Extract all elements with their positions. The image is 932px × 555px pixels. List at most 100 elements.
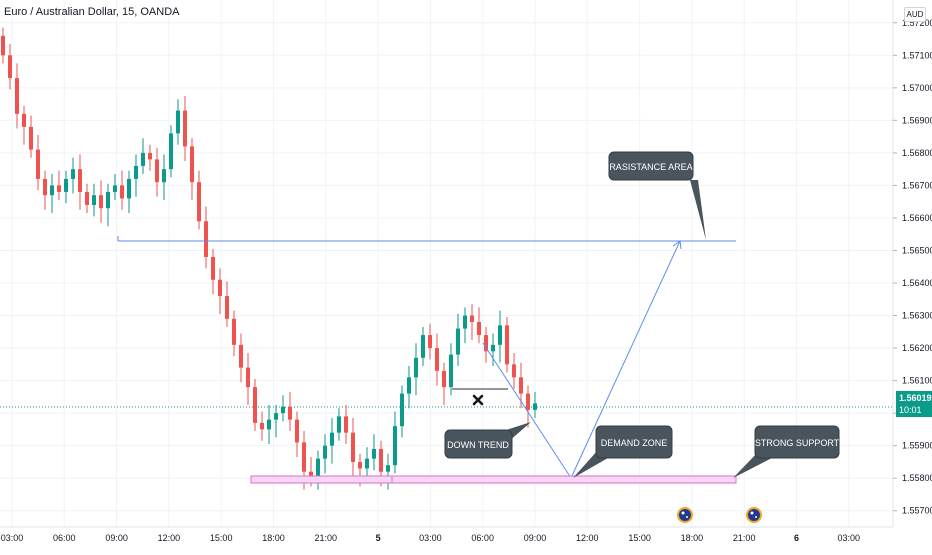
candle-body	[274, 413, 278, 420]
candle-body	[29, 126, 33, 150]
candle-body	[484, 335, 488, 352]
time-tick-label: 09:00	[105, 533, 128, 543]
price-tick-label: 1.57100	[902, 50, 932, 60]
time-tick-label: 15:00	[210, 533, 233, 543]
time-axis[interactable]: 03:00 06:00 09:00 12:00 15:00 18:00 21:00 5 03:0…	[0, 526, 893, 543]
candle-body	[421, 335, 425, 358]
last-price: 1.56019	[899, 393, 932, 403]
chart-title: Euro / Australian Dollar, 15, OANDA	[4, 6, 180, 18]
candle-body	[295, 419, 299, 443]
price-axis[interactable]: 1.57200 1.57100 1.57000 1.56900 1.56800 1.567…	[892, 0, 932, 527]
au-flag-icon[interactable]	[677, 507, 693, 523]
au-flag-icon[interactable]	[746, 507, 762, 523]
time-tick-label: 12:00	[158, 533, 181, 543]
time-tick-label: 12:00	[576, 533, 599, 543]
candle-body	[169, 133, 173, 170]
strong-support-label: STRONG SUPPORT	[755, 438, 840, 448]
candle-body	[337, 416, 341, 433]
candle-body	[36, 149, 40, 179]
candle-body	[442, 370, 446, 388]
candle-body	[400, 393, 404, 427]
candle-body	[71, 169, 75, 179]
candle-body	[358, 461, 362, 469]
candle-body	[456, 328, 460, 355]
candle-body	[78, 169, 82, 192]
resistance-label: RASISTANCE AREA	[609, 162, 692, 172]
candle-body	[211, 256, 215, 280]
candle-body	[64, 178, 68, 192]
candle-body	[267, 419, 271, 430]
candle-body	[323, 445, 327, 459]
drawings[interactable]	[117, 236, 737, 484]
x-mark-icon	[472, 394, 484, 406]
candle-body	[8, 55, 12, 79]
candle-body	[113, 185, 117, 192]
candle-body	[344, 416, 348, 433]
price-tick-label: 1.56200	[902, 343, 932, 353]
candle-body	[393, 426, 397, 466]
candle-body	[239, 344, 243, 368]
candle-body	[351, 432, 355, 462]
candle-body	[414, 357, 418, 378]
candle-body	[148, 152, 152, 160]
candle-body	[15, 78, 19, 114]
price-tick-label: 1.56100	[902, 376, 932, 386]
currency-badge[interactable]: AUD	[904, 7, 926, 22]
candle-body	[134, 165, 138, 179]
candle-body	[316, 458, 320, 479]
candle-body	[470, 315, 474, 323]
price-tick-label: 1.56900	[902, 115, 932, 125]
candle-body	[519, 377, 523, 394]
price-tick-label: 1.55900	[902, 441, 932, 451]
last-price-tag: 1.56019 10:01	[896, 391, 932, 417]
candle-body	[281, 406, 285, 414]
strong-support-zone[interactable]	[250, 475, 737, 484]
candle-body	[197, 182, 201, 222]
strong-support-callout[interactable]: STRONG SUPPORT	[733, 425, 840, 478]
candle-body	[22, 113, 26, 127]
projection-line[interactable]	[570, 240, 681, 479]
price-tick-label: 1.56500	[902, 245, 932, 255]
time-tick-label: 18:00	[262, 533, 285, 543]
demand-zone-label: DEMAND ZONE	[601, 438, 668, 448]
candle-body	[512, 364, 516, 378]
candle-body	[253, 387, 257, 423]
candle-body	[330, 432, 334, 446]
candle-body	[92, 195, 96, 205]
candle-body	[204, 221, 208, 257]
candle-body	[183, 110, 187, 147]
candle-body	[43, 178, 47, 196]
candle-body	[246, 367, 250, 388]
candle-body	[225, 296, 229, 319]
candle-body	[309, 471, 313, 479]
candle-body	[141, 152, 145, 166]
candle-body	[428, 335, 432, 349]
candle-body	[365, 458, 369, 469]
time-tick-label: 6	[794, 533, 799, 543]
candle-body	[505, 325, 509, 365]
down-trend-line[interactable]	[482, 342, 572, 479]
price-tick-label: 1.55800	[902, 473, 932, 483]
time-tick-label: 18:00	[681, 533, 704, 543]
resistance-callout[interactable]: RASISTANCE AREA	[608, 151, 706, 240]
candle-body	[190, 146, 194, 183]
time-tick-label: 03:00	[419, 533, 442, 543]
candle-body	[106, 191, 110, 209]
price-tick-label: 1.56400	[902, 278, 932, 288]
down-trend-callout[interactable]: DOWN TREND	[444, 422, 531, 459]
time-tick-label: 03:00	[838, 533, 861, 543]
time-tick-label: 03:00	[1, 533, 24, 543]
candle-body	[120, 185, 124, 199]
candle-body	[463, 315, 467, 329]
candle-body	[477, 322, 481, 336]
price-tick-label: 1.57000	[902, 83, 932, 93]
demand-zone-callout[interactable]: DEMAND ZONE	[573, 425, 673, 478]
candle-body	[407, 377, 411, 394]
candle-body	[162, 169, 166, 183]
candle-body	[232, 318, 236, 345]
time-tick-label: 15:00	[628, 533, 651, 543]
price-tick-label: 1.56800	[902, 148, 932, 158]
candle-body	[386, 465, 390, 472]
